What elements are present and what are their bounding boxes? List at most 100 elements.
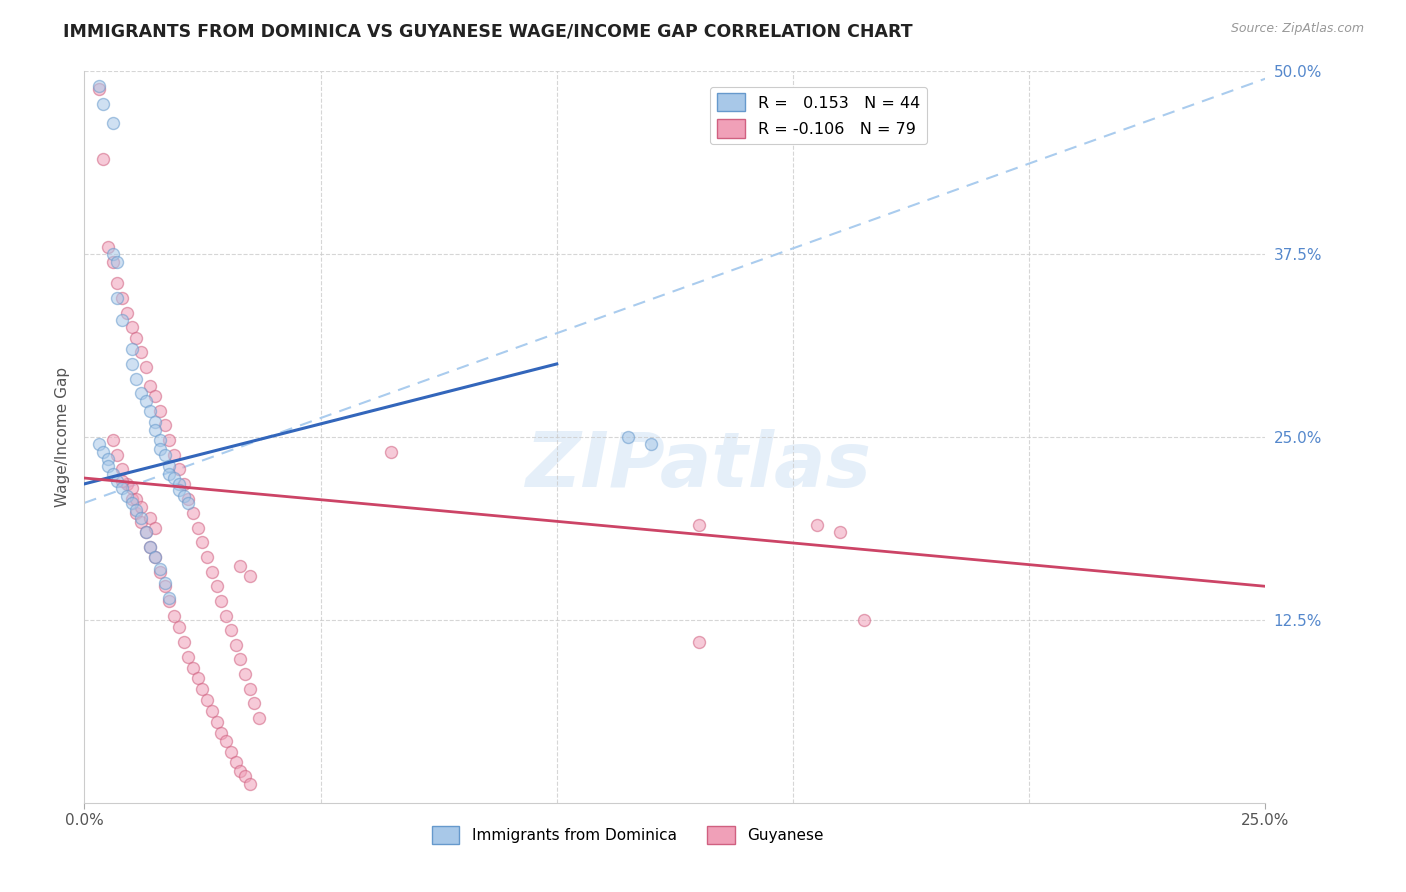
Point [225, 638, 247, 652]
Point [115, 489, 138, 503]
Point [149, 433, 172, 447]
Point [87, 437, 110, 451]
Point [233, 667, 256, 681]
Point [177, 496, 200, 510]
Point [87, 78, 110, 93]
Point [177, 491, 200, 506]
Point [121, 357, 143, 371]
Point [209, 725, 232, 739]
Point [163, 608, 186, 623]
Point [640, 437, 662, 451]
Point [239, 777, 262, 791]
Point [191, 535, 214, 549]
Point [143, 423, 166, 437]
Point [129, 386, 152, 401]
Point [135, 393, 157, 408]
Point [173, 489, 195, 503]
Point [201, 704, 224, 718]
Point [97, 452, 120, 467]
Point [139, 510, 162, 524]
Point [239, 681, 262, 696]
Point [121, 481, 143, 495]
Point [157, 467, 180, 481]
Point [157, 591, 180, 605]
Point [215, 608, 238, 623]
Point [121, 343, 143, 357]
Point [243, 696, 266, 710]
Point [139, 540, 162, 554]
Point [91, 96, 114, 111]
Point [129, 345, 152, 359]
Point [111, 474, 134, 488]
Point [87, 82, 110, 96]
Point [247, 711, 270, 725]
Point [111, 313, 134, 327]
Point [181, 506, 204, 520]
Text: Source: ZipAtlas.com: Source: ZipAtlas.com [1230, 22, 1364, 36]
Point [380, 444, 402, 458]
Point [125, 506, 148, 520]
Point [143, 521, 166, 535]
Point [111, 481, 134, 495]
Point [153, 576, 176, 591]
Point [239, 569, 262, 583]
Point [129, 500, 152, 515]
Point [91, 444, 114, 458]
Point [121, 320, 143, 334]
Point [229, 652, 252, 666]
Point [101, 467, 124, 481]
Point [107, 254, 129, 268]
Point [191, 681, 214, 696]
Point [229, 764, 252, 778]
Legend: Immigrants from Dominica, Guyanese: Immigrants from Dominica, Guyanese [426, 820, 830, 850]
Point [173, 635, 195, 649]
Point [153, 418, 176, 433]
Point [129, 510, 152, 524]
Point [143, 389, 166, 403]
Point [125, 503, 148, 517]
Point [111, 462, 134, 476]
Point [139, 403, 162, 417]
Point [97, 459, 120, 474]
Point [163, 448, 186, 462]
Point [135, 525, 157, 540]
Point [115, 306, 138, 320]
Point [129, 515, 152, 529]
Point [229, 558, 252, 573]
Point [107, 277, 129, 291]
Point [121, 491, 143, 506]
Point [153, 579, 176, 593]
Point [181, 661, 204, 675]
Point [201, 565, 224, 579]
Point [806, 517, 828, 532]
Text: ZIPatlas: ZIPatlas [526, 429, 872, 503]
Point [125, 491, 148, 506]
Point [107, 474, 129, 488]
Point [157, 433, 180, 447]
Point [153, 448, 176, 462]
Point [101, 247, 124, 261]
Point [121, 496, 143, 510]
Point [195, 693, 218, 707]
Point [125, 371, 148, 385]
Point [149, 403, 172, 417]
Point [143, 549, 166, 564]
Point [101, 254, 124, 268]
Point [205, 715, 228, 730]
Point [209, 594, 232, 608]
Point [187, 672, 209, 686]
Point [167, 483, 190, 497]
Point [157, 594, 180, 608]
Point [195, 549, 218, 564]
Point [215, 734, 238, 748]
Point [167, 620, 190, 634]
Point [187, 521, 209, 535]
Point [225, 755, 247, 769]
Point [167, 476, 190, 491]
Point [135, 359, 157, 374]
Point [139, 540, 162, 554]
Point [139, 379, 162, 393]
Point [163, 471, 186, 485]
Point [167, 462, 190, 476]
Y-axis label: Wage/Income Gap: Wage/Income Gap [55, 367, 70, 508]
